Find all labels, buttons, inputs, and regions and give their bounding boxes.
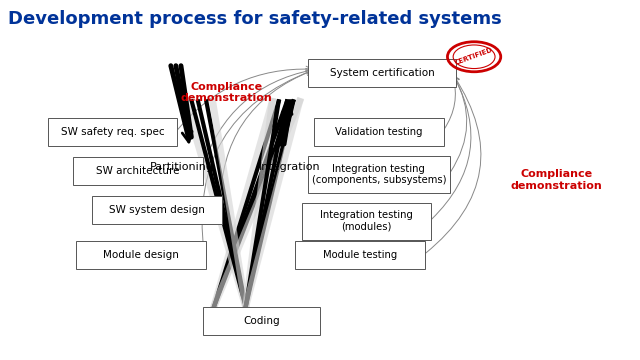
Text: Coding: Coding <box>243 316 280 326</box>
Text: SW safety req. spec: SW safety req. spec <box>61 127 164 137</box>
FancyBboxPatch shape <box>92 196 221 225</box>
Text: Module design: Module design <box>103 250 179 260</box>
FancyBboxPatch shape <box>203 307 320 335</box>
Text: Integration testing
(modules): Integration testing (modules) <box>320 210 413 232</box>
Text: Integration: Integration <box>259 162 321 172</box>
Text: Validation testing: Validation testing <box>335 127 422 137</box>
Text: Integration testing
(components, subsystems): Integration testing (components, subsyst… <box>312 164 446 185</box>
Text: Partitioning: Partitioning <box>150 162 214 172</box>
FancyBboxPatch shape <box>48 118 177 146</box>
FancyBboxPatch shape <box>308 156 450 193</box>
FancyBboxPatch shape <box>308 59 456 87</box>
Text: Module testing: Module testing <box>323 250 397 260</box>
Text: Compliance
demonstration: Compliance demonstration <box>511 169 602 191</box>
FancyBboxPatch shape <box>314 118 444 146</box>
Text: CERTIFIED: CERTIFIED <box>454 47 494 67</box>
Text: Compliance
demonstration: Compliance demonstration <box>180 82 273 103</box>
Text: SW system design: SW system design <box>109 205 205 215</box>
Text: Development process for safety-related systems: Development process for safety-related s… <box>8 10 502 28</box>
Text: SW architecture: SW architecture <box>96 166 180 176</box>
FancyBboxPatch shape <box>76 241 205 269</box>
FancyBboxPatch shape <box>301 203 431 240</box>
FancyBboxPatch shape <box>73 157 202 185</box>
FancyBboxPatch shape <box>295 241 424 269</box>
Text: System certification: System certification <box>330 68 435 78</box>
